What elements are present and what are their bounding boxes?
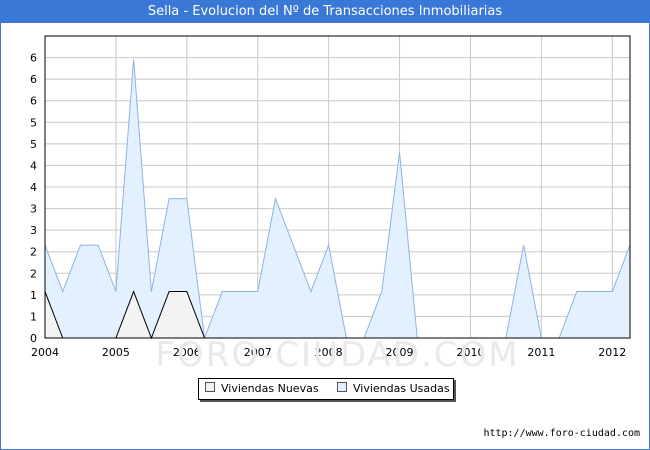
plot-border bbox=[44, 35, 631, 339]
y-tick-label: 1 bbox=[30, 289, 37, 302]
x-tick-label: 2006 bbox=[173, 346, 201, 359]
y-tick-label: 5 bbox=[30, 116, 37, 129]
x-tick-label: 2004 bbox=[31, 346, 59, 359]
legend-swatch-nuevas bbox=[205, 382, 215, 392]
x-tick-label: 2005 bbox=[102, 346, 130, 359]
y-tick-label: 4 bbox=[30, 159, 37, 172]
x-tick-label: 2008 bbox=[315, 346, 343, 359]
x-tick-label: 2007 bbox=[244, 346, 272, 359]
series-usadas-area bbox=[45, 59, 630, 338]
series-nuevas-area bbox=[45, 291, 630, 338]
legend-swatch-usadas bbox=[337, 382, 347, 392]
watermark-text: FORO-CIUDAD.COM bbox=[155, 335, 519, 375]
y-tick-label: 1 bbox=[30, 310, 37, 323]
y-tick-label: 6 bbox=[30, 73, 37, 86]
y-tick-label: 0 bbox=[30, 332, 37, 345]
footer-url[interactable]: http://www.foro-ciudad.com bbox=[483, 428, 640, 439]
chart-legend: Viviendas Nuevas Viviendas Usadas bbox=[198, 378, 454, 400]
y-tick-label: 5 bbox=[30, 138, 37, 151]
y-tick-label: 2 bbox=[30, 267, 37, 280]
series-usadas-line bbox=[44, 59, 631, 339]
legend-label-nuevas: Viviendas Nuevas bbox=[221, 382, 319, 395]
x-tick-label: 2011 bbox=[527, 346, 555, 359]
y-tick-label: 3 bbox=[30, 203, 37, 216]
y-tick-label: 3 bbox=[30, 224, 37, 237]
x-tick-label: 2010 bbox=[456, 346, 484, 359]
x-tick-label: 2009 bbox=[386, 346, 414, 359]
y-tick-label: 6 bbox=[30, 95, 37, 108]
y-tick-label: 2 bbox=[30, 246, 37, 259]
y-tick-label: 4 bbox=[30, 181, 37, 194]
x-tick-label: 2012 bbox=[598, 346, 626, 359]
chart-title: Sella - Evolucion del Nº de Transaccione… bbox=[1, 1, 649, 23]
legend-label-usadas: Viviendas Usadas bbox=[353, 382, 450, 395]
y-tick-label: 6 bbox=[30, 52, 37, 65]
